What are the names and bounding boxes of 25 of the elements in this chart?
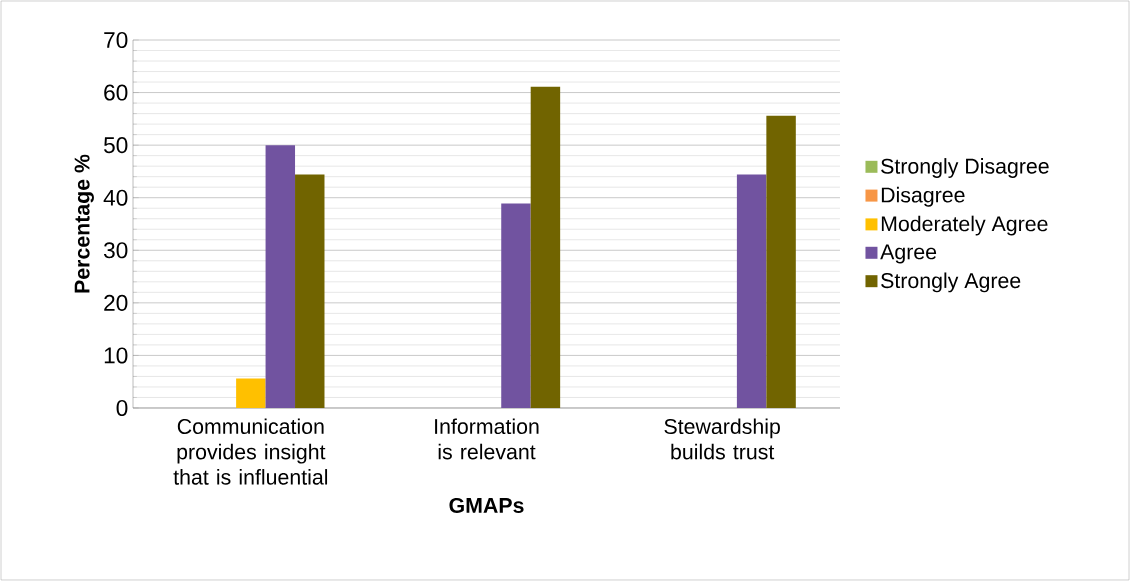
bar [236, 378, 266, 408]
y-tick-label: 40 [103, 189, 128, 206]
y-tick-label: 0 [116, 399, 128, 417]
y-tick-label: 30 [103, 242, 128, 259]
bar [501, 203, 531, 408]
y-tick-label: 60 [104, 84, 128, 101]
legend-label: Moderately Agree [881, 215, 1048, 236]
x-tick-label: Information is relevant [435, 418, 539, 460]
legend-label: Disagree [881, 186, 965, 207]
bar [766, 115, 796, 408]
legend-label: Agree [880, 244, 937, 264]
y-tick-label: 50 [103, 137, 128, 154]
bar [265, 145, 296, 408]
x-tick-label: Stewardship builds trust [664, 418, 780, 460]
y-tick-label: 10 [104, 347, 128, 364]
x-axis-title: GMAPs [449, 497, 524, 513]
legend-label: Strongly Agree [881, 272, 1021, 293]
bar [530, 86, 561, 408]
bar [736, 174, 767, 408]
bar [295, 174, 325, 408]
x-tick-label: Communication provides insight that is influential [173, 418, 328, 485]
y-tick-label: 70 [104, 31, 128, 49]
y-tick-label: 20 [104, 294, 128, 311]
legend-label: Strongly Disagree [881, 158, 1049, 178]
y-axis-title: Percentage % [74, 154, 94, 293]
